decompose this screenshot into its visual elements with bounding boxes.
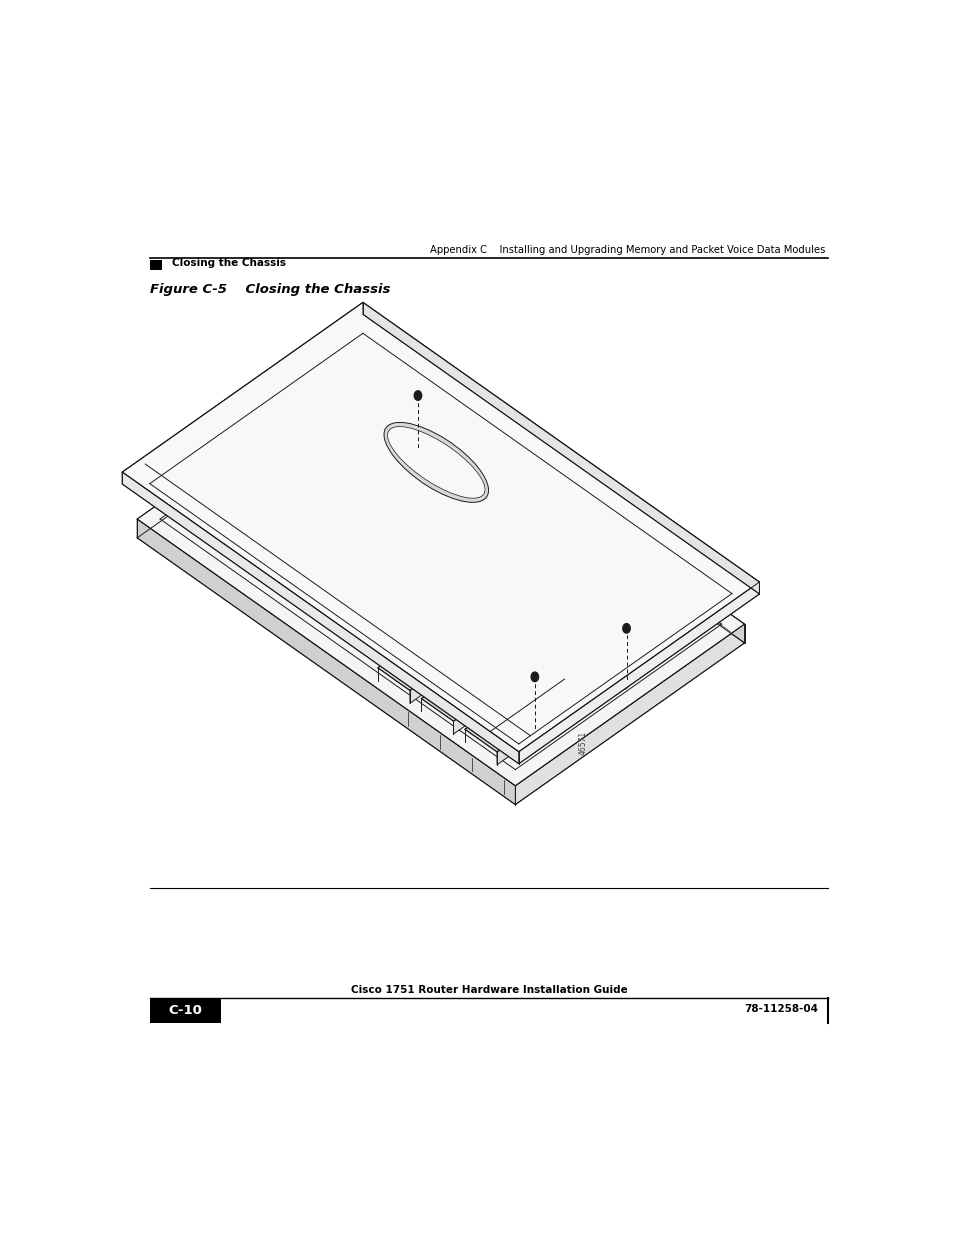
Polygon shape	[180, 388, 700, 755]
Polygon shape	[441, 527, 537, 595]
Polygon shape	[529, 527, 537, 548]
Polygon shape	[512, 508, 546, 537]
Polygon shape	[444, 583, 476, 609]
Circle shape	[622, 624, 630, 634]
Polygon shape	[515, 624, 743, 804]
Text: C-10: C-10	[169, 1004, 202, 1018]
Circle shape	[531, 672, 538, 682]
Polygon shape	[487, 713, 519, 748]
Polygon shape	[451, 534, 537, 610]
Polygon shape	[466, 483, 475, 504]
Polygon shape	[444, 606, 476, 631]
Polygon shape	[362, 303, 759, 594]
Polygon shape	[366, 357, 743, 643]
Polygon shape	[592, 572, 600, 593]
Polygon shape	[504, 572, 600, 640]
Ellipse shape	[387, 426, 484, 498]
Polygon shape	[122, 472, 518, 763]
Polygon shape	[122, 303, 362, 484]
Polygon shape	[122, 303, 759, 752]
Polygon shape	[377, 652, 433, 690]
Polygon shape	[398, 573, 439, 605]
Polygon shape	[421, 683, 476, 721]
Polygon shape	[412, 583, 476, 629]
Polygon shape	[484, 508, 546, 551]
Polygon shape	[398, 543, 439, 577]
Polygon shape	[497, 736, 519, 764]
Polygon shape	[452, 483, 486, 514]
Polygon shape	[464, 713, 519, 752]
Circle shape	[414, 390, 421, 400]
Polygon shape	[356, 543, 439, 601]
Bar	[151, 261, 162, 270]
Text: 78-11258-04: 78-11258-04	[743, 1004, 817, 1014]
Text: Appendix C    Installing and Upgrading Memory and Packet Voice Data Modules: Appendix C Installing and Upgrading Memo…	[430, 246, 824, 256]
Polygon shape	[514, 578, 600, 655]
Polygon shape	[137, 519, 515, 804]
Bar	[151, 998, 220, 1023]
Polygon shape	[388, 489, 475, 566]
Polygon shape	[137, 357, 743, 785]
Ellipse shape	[384, 422, 488, 503]
Polygon shape	[395, 442, 486, 508]
Polygon shape	[518, 582, 759, 763]
Text: Closing the Chassis: Closing the Chassis	[172, 258, 286, 268]
Polygon shape	[378, 483, 475, 551]
Polygon shape	[400, 652, 433, 687]
Polygon shape	[444, 683, 476, 718]
Polygon shape	[410, 674, 433, 703]
Polygon shape	[518, 531, 546, 556]
Text: Figure C-5    Closing the Chassis: Figure C-5 Closing the Chassis	[151, 283, 391, 295]
Polygon shape	[453, 705, 476, 734]
Polygon shape	[429, 442, 486, 490]
Text: 46571: 46571	[578, 730, 587, 755]
Text: Cisco 1751 Router Hardware Installation Guide: Cisco 1751 Router Hardware Installation …	[350, 986, 627, 995]
